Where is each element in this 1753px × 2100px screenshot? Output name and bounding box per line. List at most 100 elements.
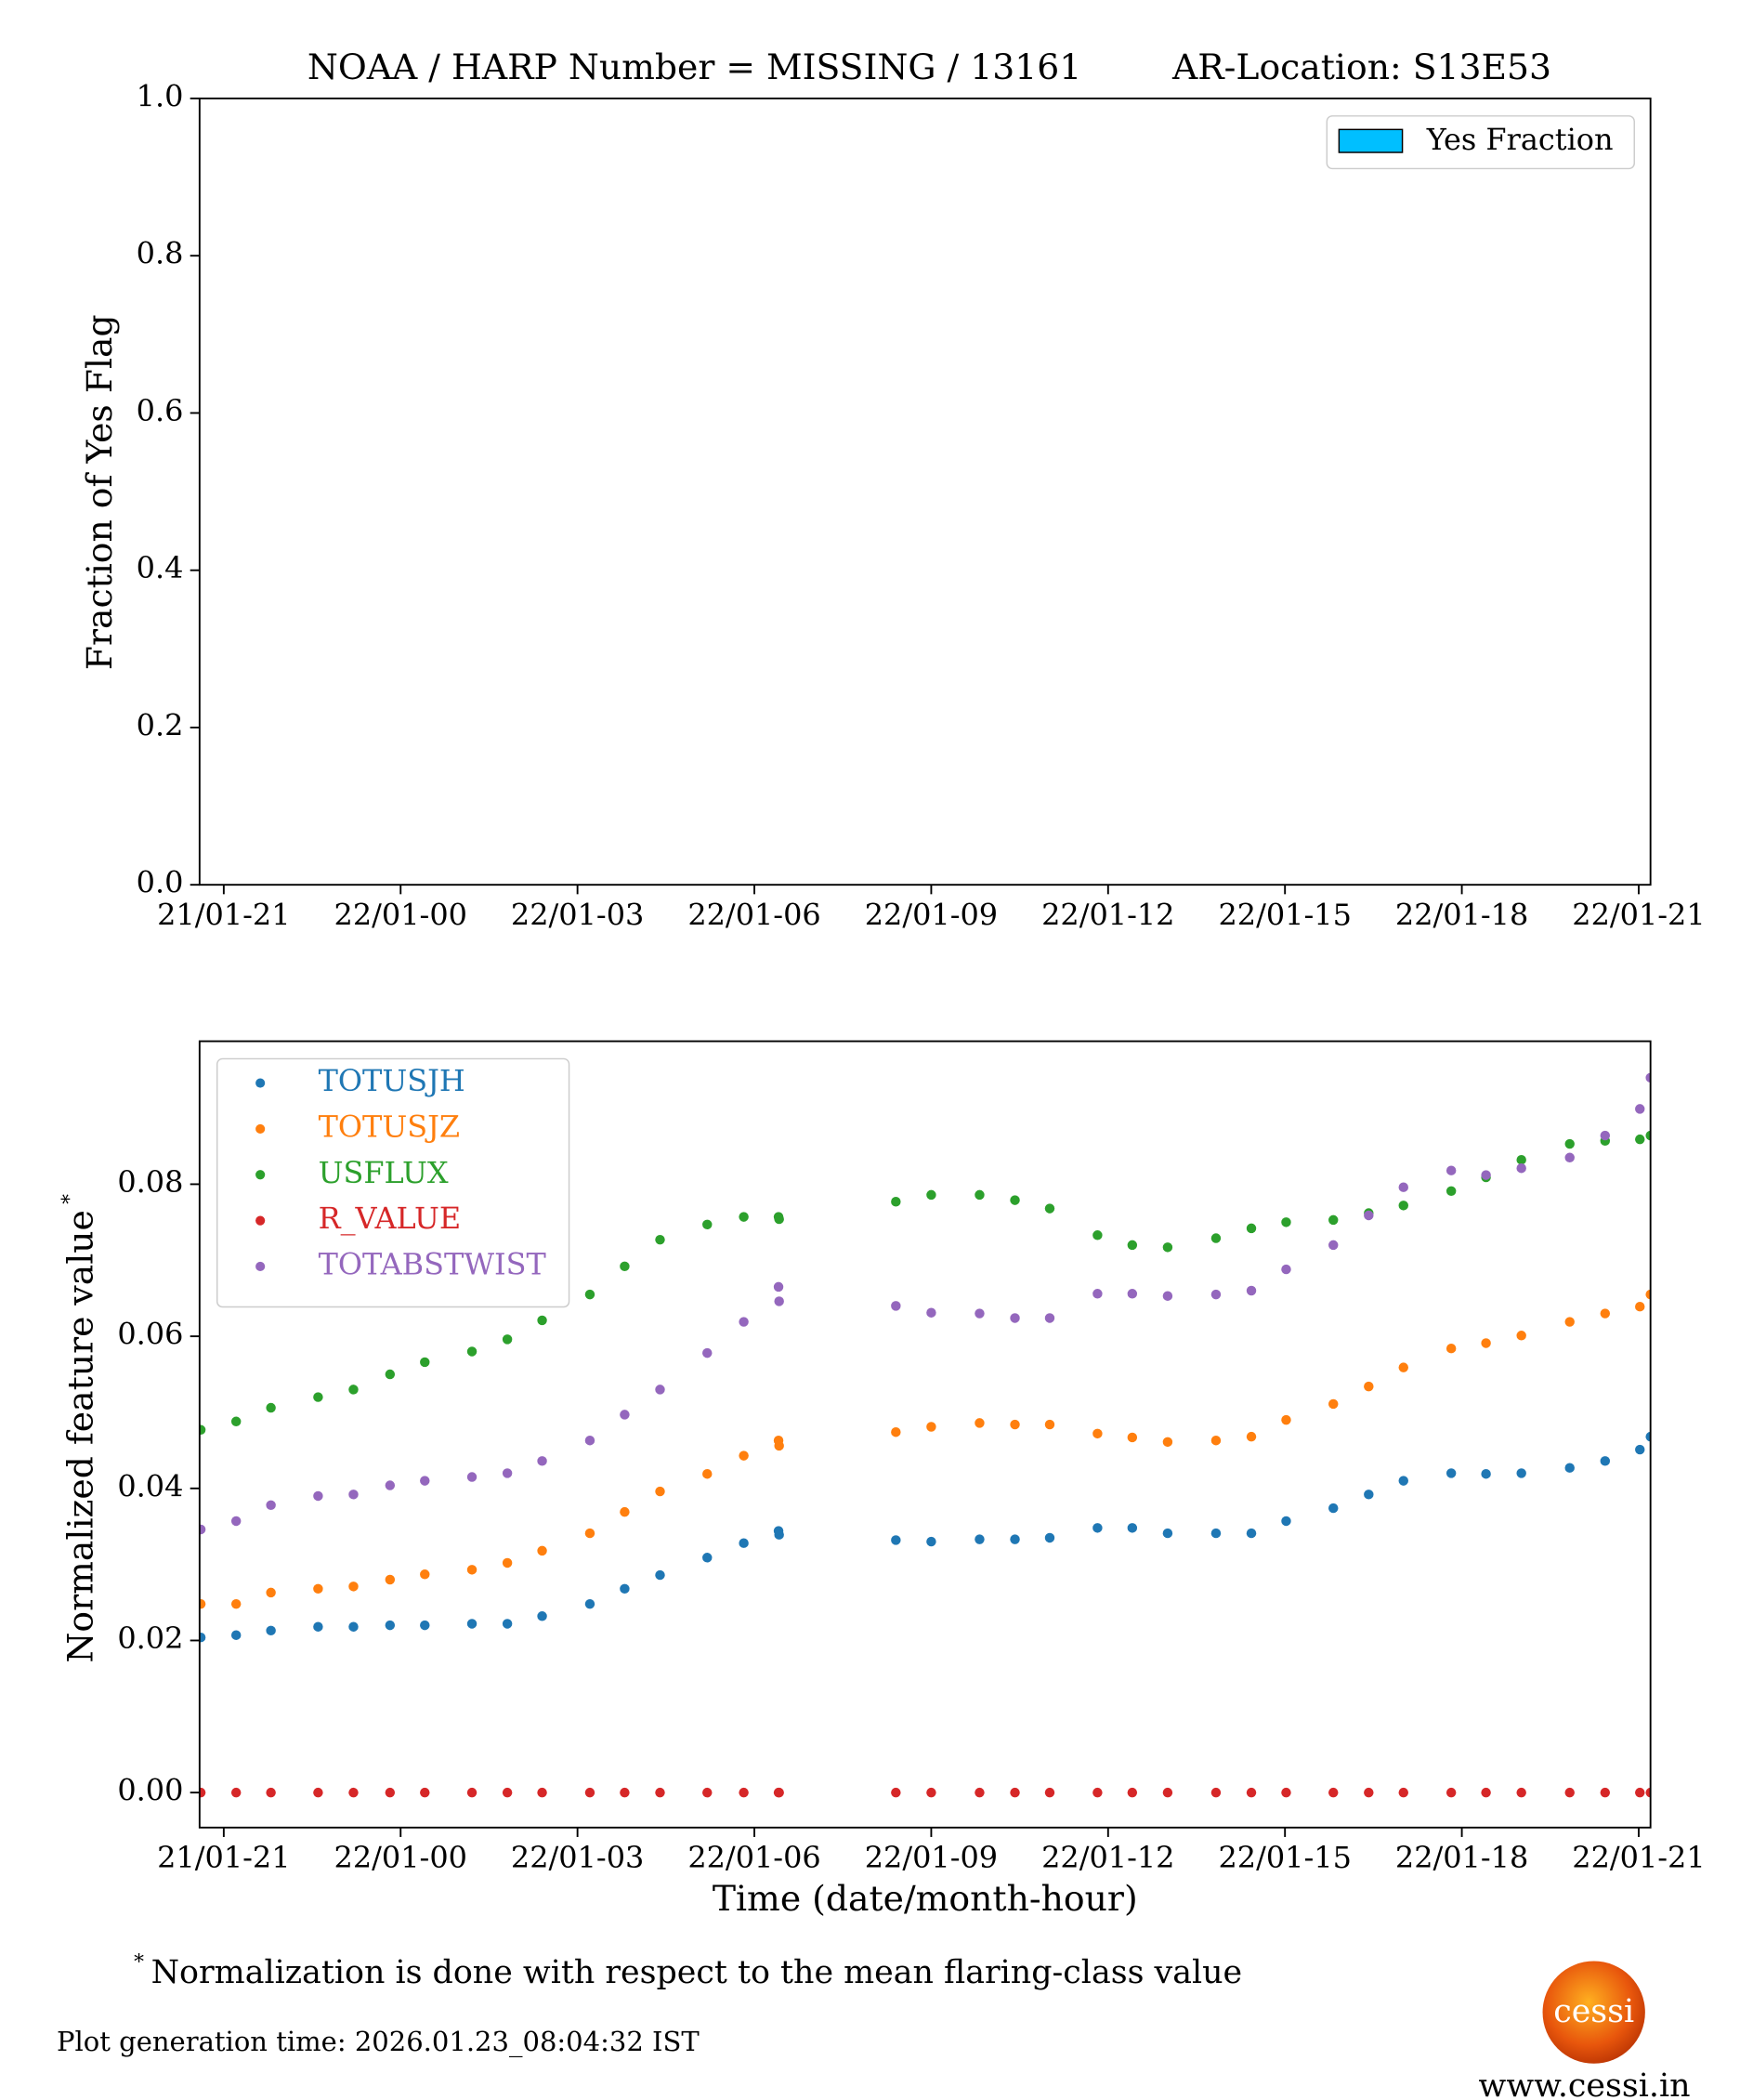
data-point — [1645, 1787, 1651, 1798]
legend-marker — [255, 1215, 266, 1226]
data-point — [1564, 1152, 1575, 1163]
data-point — [655, 1569, 665, 1581]
data-point — [1635, 1787, 1645, 1798]
chart-subtitle: AR-Location: S13E53 — [1171, 46, 1551, 87]
y-tick-label: 1.0 — [137, 78, 184, 113]
chart-title: NOAA / HARP Number = MISSING / 13161 — [307, 46, 1081, 87]
data-point — [975, 1308, 985, 1319]
data-point — [1635, 1301, 1645, 1312]
legend-label: R_VALUE — [319, 1201, 462, 1236]
data-point — [620, 1410, 630, 1420]
data-point — [773, 1281, 784, 1293]
data-point — [313, 1583, 323, 1595]
data-point — [1398, 1787, 1408, 1798]
data-point — [702, 1469, 713, 1479]
x-tick-label: 22/01-15 — [1218, 1840, 1351, 1875]
data-point — [1044, 1787, 1055, 1798]
y-tick-label: 0.02 — [117, 1621, 183, 1656]
data-point — [537, 1787, 547, 1798]
data-point — [313, 1392, 323, 1402]
y-tick-label: 0.6 — [137, 393, 184, 428]
x-tick-label: 22/01-12 — [1041, 1840, 1174, 1875]
data-point — [313, 1621, 323, 1632]
data-point — [1210, 1528, 1222, 1539]
x-tick-label: 22/01-09 — [865, 898, 998, 933]
data-point — [1127, 1523, 1138, 1533]
data-point — [537, 1545, 547, 1556]
data-point — [266, 1625, 276, 1636]
data-point — [1645, 1431, 1651, 1442]
data-point — [1127, 1787, 1138, 1798]
data-point — [655, 1787, 665, 1798]
data-point — [1645, 1289, 1651, 1300]
data-point — [584, 1436, 595, 1446]
x-tick-label: 22/01-03 — [511, 1840, 644, 1875]
data-point — [230, 1416, 242, 1426]
legend-marker — [255, 1261, 266, 1272]
data-point — [1635, 1444, 1645, 1455]
data-point — [199, 1632, 206, 1643]
data-point — [1092, 1289, 1103, 1299]
data-point — [1398, 1201, 1408, 1211]
data-point — [420, 1569, 430, 1580]
data-point — [1162, 1291, 1173, 1301]
data-point — [502, 1468, 513, 1478]
data-point — [926, 1422, 936, 1432]
data-point — [1600, 1787, 1611, 1798]
data-point — [266, 1500, 276, 1511]
data-point — [1564, 1317, 1575, 1327]
data-point — [975, 1534, 985, 1544]
data-point — [1481, 1170, 1491, 1180]
data-point — [348, 1787, 359, 1798]
data-point — [420, 1620, 430, 1631]
data-point — [1044, 1532, 1055, 1543]
data-point — [1092, 1787, 1103, 1798]
data-point — [1600, 1130, 1611, 1141]
data-point — [537, 1611, 547, 1621]
data-point — [348, 1490, 359, 1500]
data-point — [1328, 1787, 1339, 1798]
data-point — [1516, 1331, 1526, 1341]
data-point — [926, 1787, 936, 1798]
legend-label: TOTABSTWIST — [319, 1246, 546, 1281]
data-point — [420, 1787, 430, 1798]
data-point — [1328, 1240, 1339, 1251]
plot-area — [199, 1072, 1651, 1798]
data-point — [620, 1261, 630, 1272]
x-tick-label: 22/01-03 — [511, 898, 644, 933]
data-point — [1516, 1787, 1526, 1798]
y-tick-label: 0.06 — [117, 1317, 183, 1352]
data-point — [348, 1582, 359, 1592]
data-point — [702, 1219, 713, 1230]
x-tick-label: 21/01-21 — [157, 898, 290, 933]
data-point — [891, 1426, 901, 1437]
data-point — [891, 1197, 901, 1207]
data-point — [313, 1490, 323, 1502]
logo-sun — [1542, 1961, 1645, 2064]
data-point — [313, 1787, 323, 1798]
data-point — [1564, 1138, 1575, 1149]
data-point — [1635, 1134, 1645, 1145]
y-tick-label: 0.2 — [137, 707, 184, 742]
legend-label: USFLUX — [319, 1155, 449, 1190]
data-point — [1446, 1787, 1457, 1798]
data-point — [502, 1557, 513, 1568]
data-point — [1210, 1436, 1222, 1446]
data-point — [1162, 1528, 1173, 1539]
data-point — [620, 1583, 630, 1595]
x-tick-label: 22/01-15 — [1218, 898, 1351, 933]
data-point — [702, 1787, 713, 1798]
data-point — [584, 1528, 595, 1539]
y-axis-label-mark: * — [58, 1194, 81, 1204]
data-point — [1010, 1195, 1020, 1205]
data-point — [420, 1476, 430, 1486]
legend-box — [216, 1057, 570, 1308]
legend-marker — [255, 1123, 266, 1134]
data-point — [266, 1587, 276, 1598]
data-point — [774, 1296, 784, 1306]
data-point — [926, 1189, 936, 1201]
data-point — [1364, 1381, 1374, 1392]
data-point — [1446, 1343, 1457, 1354]
data-point — [1446, 1468, 1457, 1478]
data-point — [537, 1315, 547, 1326]
